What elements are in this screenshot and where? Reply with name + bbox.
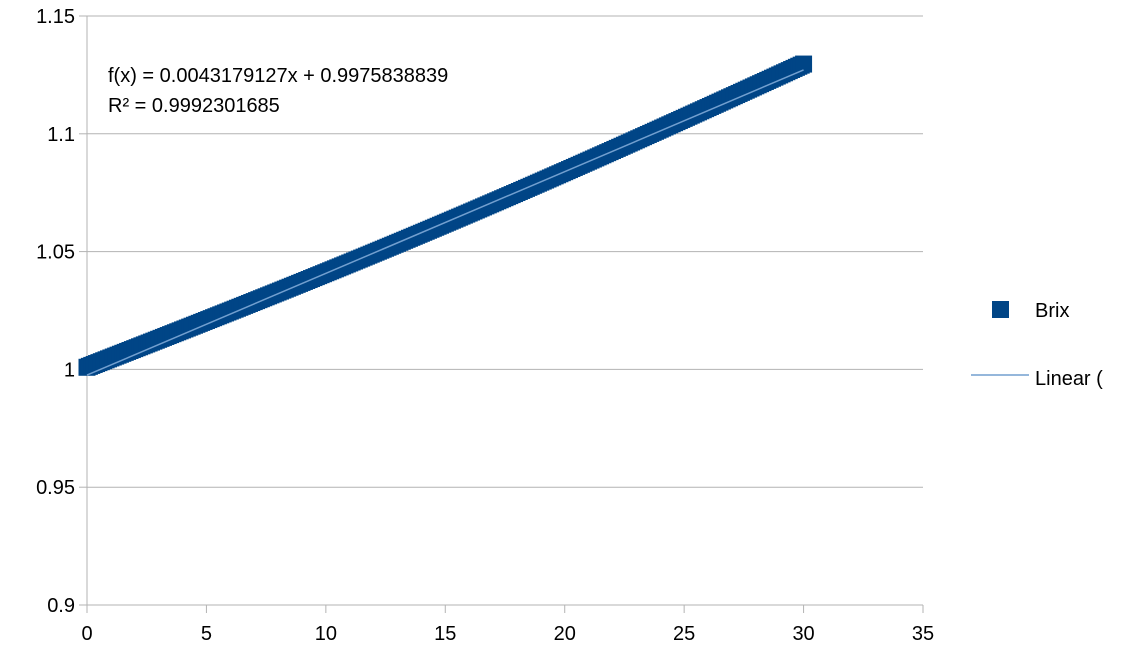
- x-tick-label: 10: [315, 623, 337, 645]
- x-tick-label: 5: [201, 623, 212, 645]
- y-tick-label: 1.1: [47, 124, 75, 146]
- legend-linear-label: Linear (: [1035, 368, 1103, 390]
- x-tick-label: 15: [434, 623, 456, 645]
- y-tick-label: 0.95: [36, 477, 75, 499]
- x-tick-label: 25: [673, 623, 695, 645]
- legend-brix-label: Brix: [1035, 300, 1069, 322]
- legend: Brix Linear (: [971, 300, 1103, 390]
- x-tick-label: 30: [792, 623, 814, 645]
- data-point: [795, 55, 813, 73]
- x-tick-label: 35: [912, 623, 934, 645]
- y-tick-label: 1.15: [36, 6, 75, 28]
- x-tick-label: 20: [554, 623, 576, 645]
- y-axis-ticks: 0.9 0.95 1 1.05 1.1 1.15: [36, 6, 87, 617]
- trendline-r-squared: R² = 0.9992301685: [108, 95, 280, 117]
- y-tick-label: 1: [64, 359, 75, 381]
- x-tick-label: 0: [81, 623, 92, 645]
- trendline-equation: f(x) = 0.0043179127x + 0.9975838839: [108, 65, 448, 87]
- axes: [86, 16, 923, 606]
- x-axis-ticks: 0 5 10 15 20 25 30 35: [81, 605, 934, 645]
- legend-brix-marker: [992, 301, 1009, 318]
- y-tick-label: 0.9: [47, 595, 75, 617]
- linear-trendline: [86, 69, 804, 376]
- y-tick-label: 1.05: [36, 242, 75, 264]
